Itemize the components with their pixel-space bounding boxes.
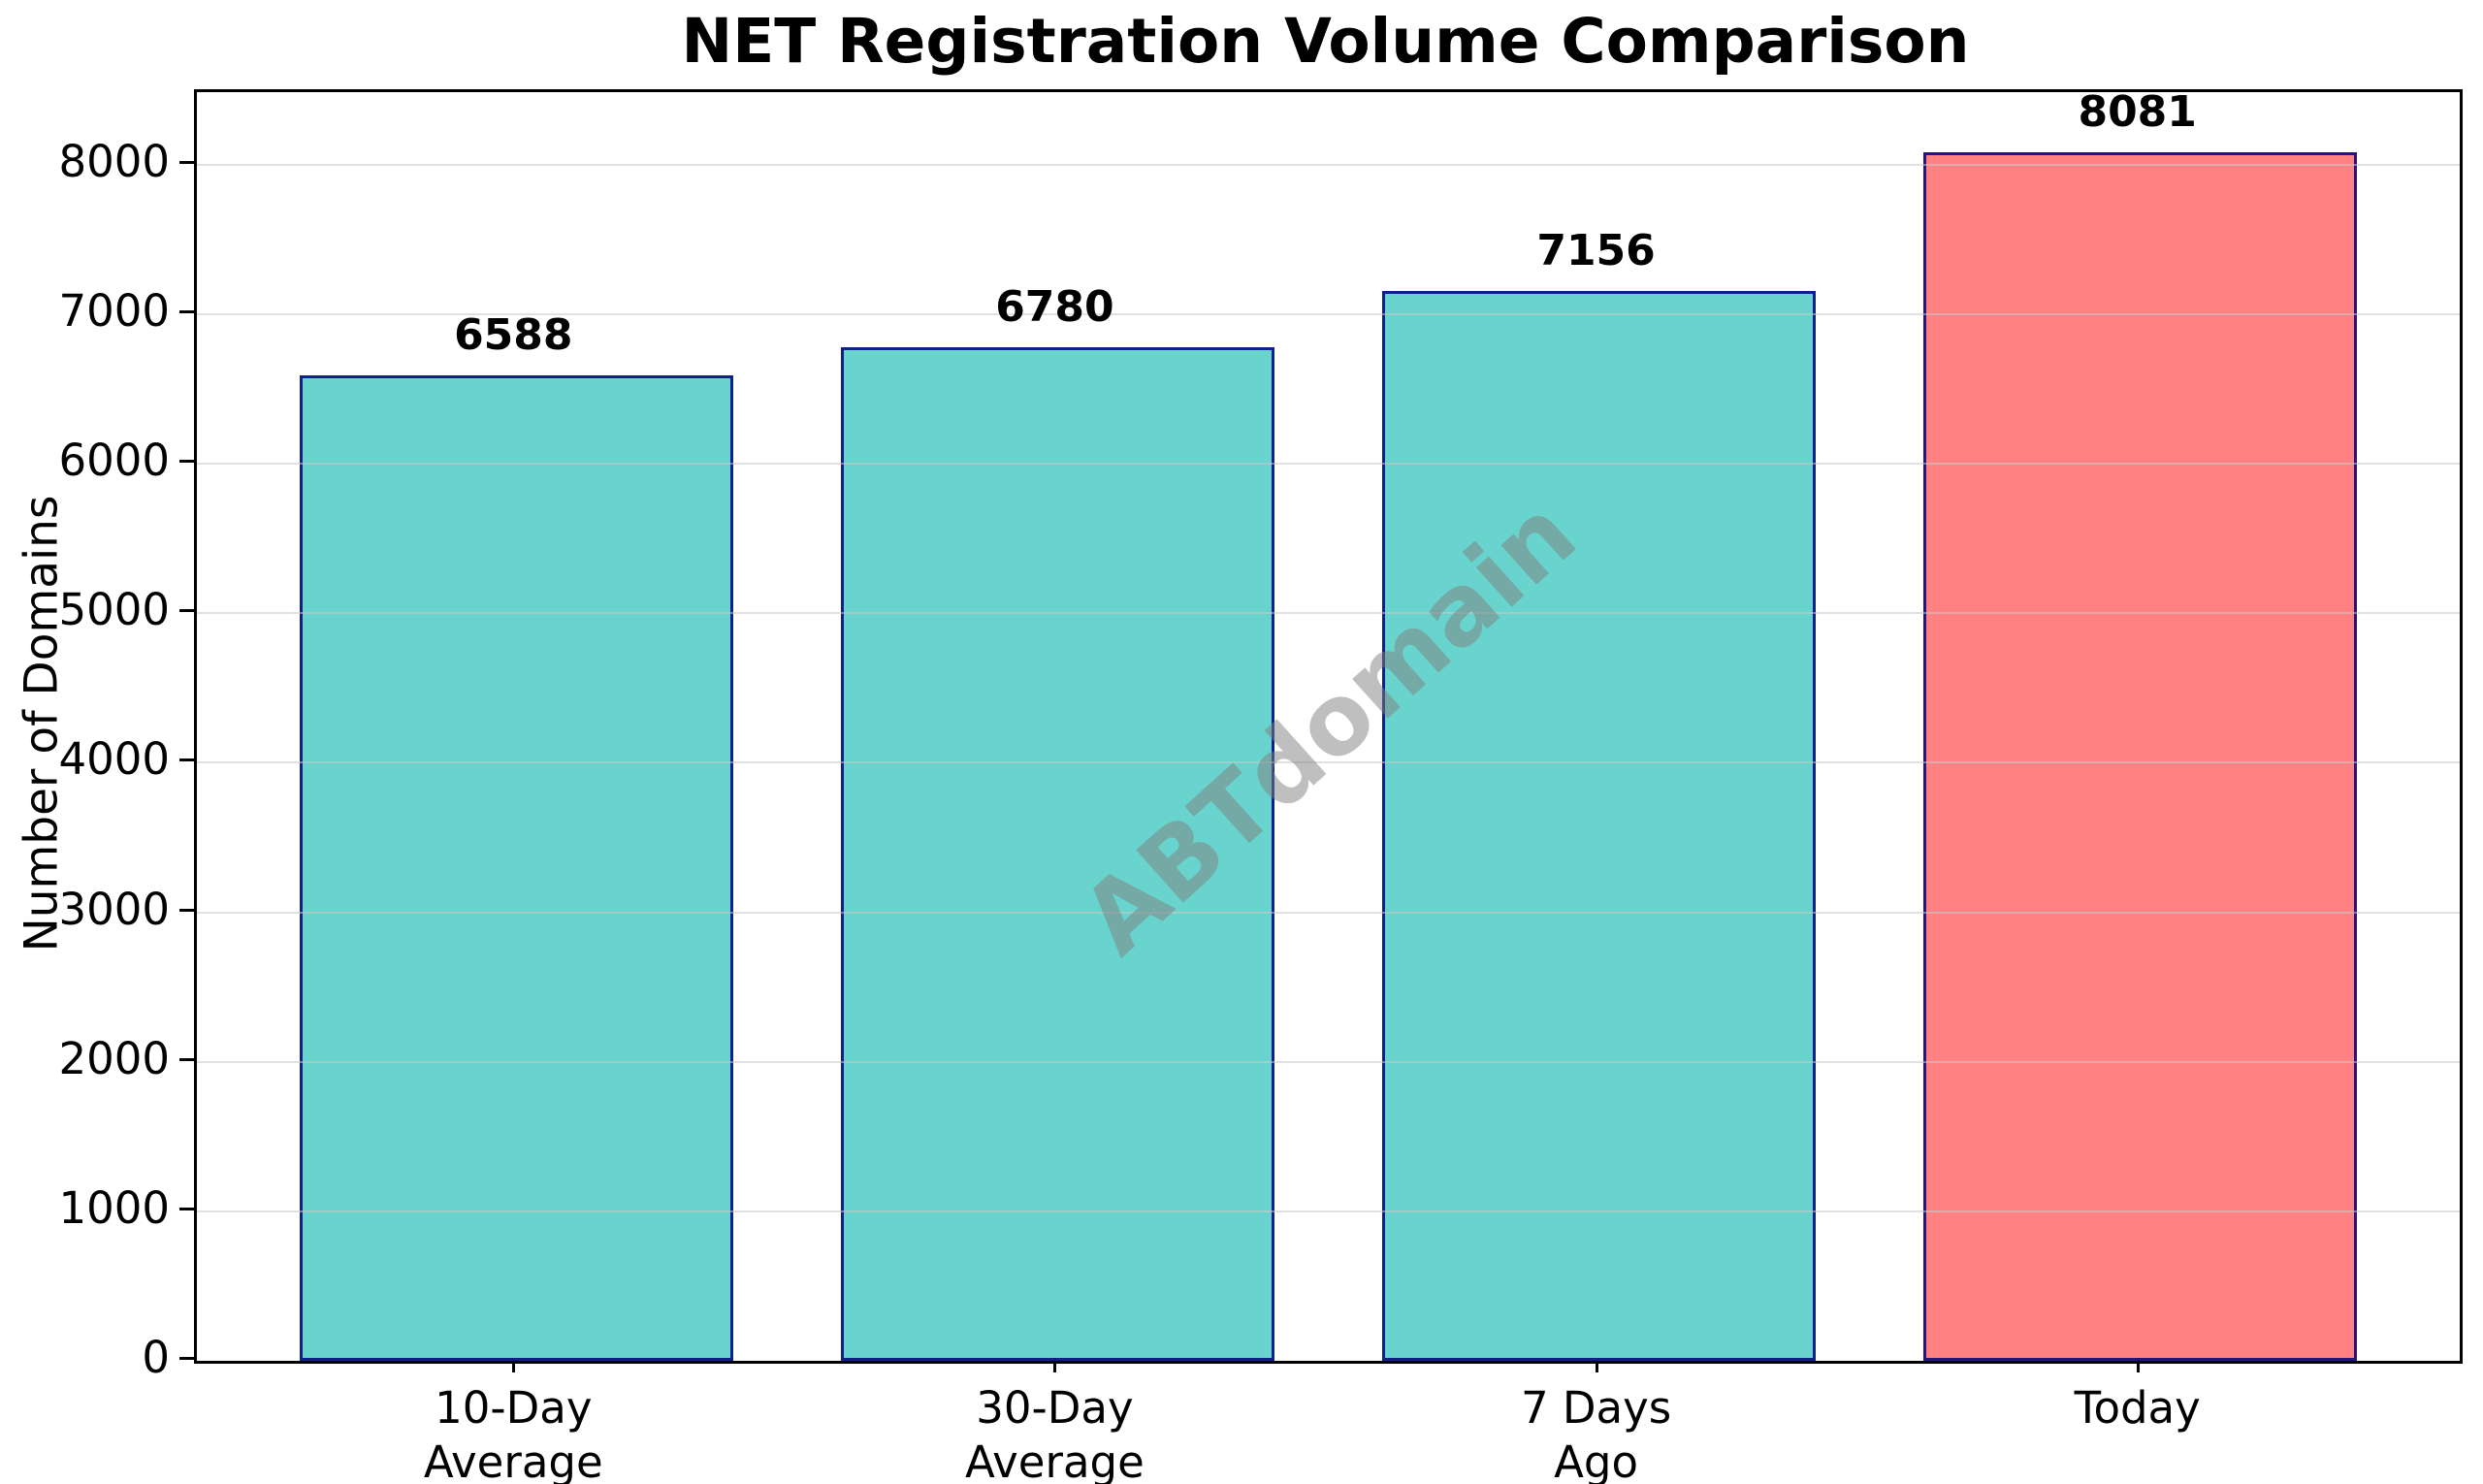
y-axis-tick xyxy=(179,758,194,762)
y-axis-tick xyxy=(179,1057,194,1061)
y-tick-label: 8000 xyxy=(58,135,170,187)
bar-value-label: 6780 xyxy=(995,281,1114,332)
x-axis-tick xyxy=(1595,1358,1598,1372)
gridline-y8000 xyxy=(197,163,2460,166)
bar-4 xyxy=(1923,152,2357,1361)
y-tick-label: 3000 xyxy=(58,883,170,935)
bar-2 xyxy=(841,346,1274,1361)
y-axis-tick xyxy=(179,908,194,912)
gridline-y6000 xyxy=(197,463,2460,466)
y-axis-tick xyxy=(179,460,194,464)
gridline-y1000 xyxy=(197,1210,2460,1212)
y-tick-label: 7000 xyxy=(58,284,170,337)
x-tick-label: 7 Days Ago xyxy=(1378,1381,1815,1484)
x-tick-label: Today xyxy=(1919,1381,2356,1436)
x-tick-label-line: 10-Day xyxy=(435,1382,593,1434)
y-tick-label: 2000 xyxy=(58,1032,170,1084)
y-tick-label: 1000 xyxy=(58,1181,170,1234)
x-tick-label-line: 30-Day xyxy=(976,1382,1134,1434)
chart-title: NET Registration Volume Comparison xyxy=(681,6,1970,77)
y-axis-tick xyxy=(179,609,194,613)
y-axis-tick xyxy=(179,160,194,164)
y-tick-label: 5000 xyxy=(58,584,170,636)
gridline-y7000 xyxy=(197,312,2460,315)
x-axis-tick xyxy=(512,1358,516,1372)
x-tick-label-line: Today xyxy=(2074,1382,2201,1434)
y-tick-label: 6000 xyxy=(58,435,170,487)
x-tick-label: 10-Day Average xyxy=(295,1381,731,1484)
gridline-y3000 xyxy=(197,911,2460,914)
gridline-y5000 xyxy=(197,612,2460,615)
bar-value-label: 8081 xyxy=(2078,87,2197,138)
x-tick-label-line: Ago xyxy=(1554,1436,1638,1484)
x-tick-label-line: Average xyxy=(423,1436,603,1484)
plot-area: ABTdomain xyxy=(194,89,2463,1364)
bar-value-label: 7156 xyxy=(1536,225,1656,275)
y-tick-label: 0 xyxy=(142,1332,170,1383)
bar-1 xyxy=(300,375,733,1361)
gridline-y4000 xyxy=(197,761,2460,764)
x-axis-tick xyxy=(2136,1358,2140,1372)
bar-3 xyxy=(1382,290,1816,1361)
y-axis-tick xyxy=(179,1357,194,1360)
x-axis-tick xyxy=(1053,1358,1057,1372)
bar-value-label: 6588 xyxy=(454,310,573,361)
y-axis-tick xyxy=(179,1207,194,1210)
x-tick-label: 30-Day Average xyxy=(836,1381,1273,1484)
y-tick-label: 4000 xyxy=(58,733,170,786)
x-tick-label-line: 7 Days xyxy=(1520,1382,1672,1434)
x-tick-label-line: Average xyxy=(965,1436,1145,1484)
y-axis-tick xyxy=(179,309,194,313)
gridline-y2000 xyxy=(197,1060,2460,1063)
